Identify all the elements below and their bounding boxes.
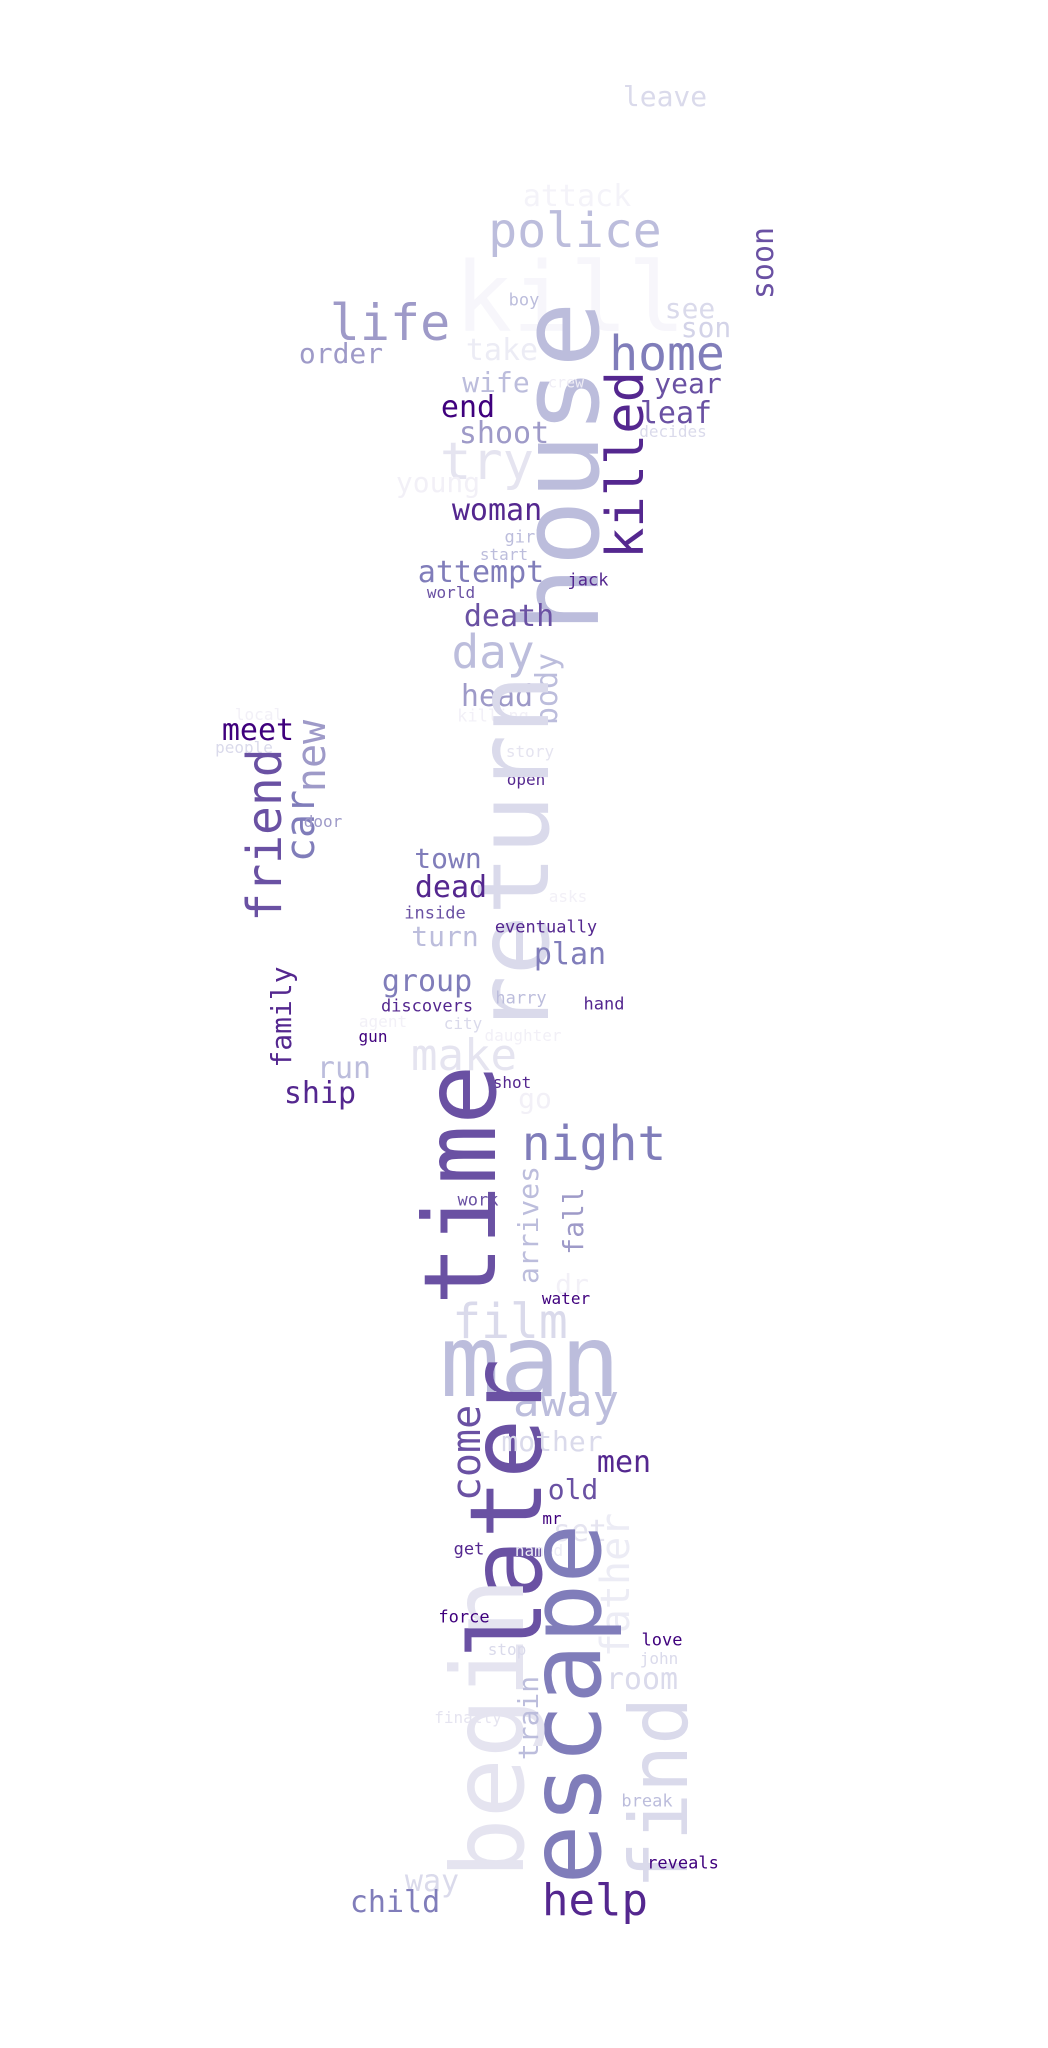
word-run: run bbox=[316, 1051, 372, 1086]
word-dead: dead bbox=[414, 870, 488, 905]
word-train: train bbox=[512, 1675, 545, 1761]
word-family: family bbox=[265, 966, 298, 1068]
word-dr: dr bbox=[555, 1268, 589, 1301]
word-time: time bbox=[402, 1064, 519, 1306]
word-eventually: eventually bbox=[494, 917, 598, 938]
word-life: life bbox=[329, 294, 451, 352]
word-head: head bbox=[460, 679, 534, 714]
word-set: set bbox=[552, 1514, 608, 1549]
word-get: get bbox=[453, 1539, 485, 1560]
word-hand: hand bbox=[583, 994, 625, 1015]
word-attempt: attempt bbox=[417, 555, 545, 590]
word-inside: inside bbox=[404, 903, 466, 924]
word-kill: kill bbox=[454, 242, 686, 354]
word-discovers: discovers bbox=[380, 996, 474, 1017]
word-go: go bbox=[518, 1082, 552, 1115]
word-reveals: reveals bbox=[647, 1853, 719, 1874]
word-decides: decides bbox=[639, 422, 707, 441]
word-arrives: arrives bbox=[512, 1165, 545, 1285]
word-work: work bbox=[457, 1190, 499, 1211]
word-jack: jack bbox=[567, 570, 609, 591]
word-mother: mother bbox=[501, 1425, 603, 1458]
word-shoot: shoot bbox=[458, 416, 550, 451]
word-fall: fall bbox=[557, 1187, 590, 1255]
word-wife: wife bbox=[462, 366, 530, 399]
word-make: make bbox=[411, 1030, 517, 1081]
word-help: help bbox=[542, 1875, 648, 1926]
word-stop: stop bbox=[487, 1640, 527, 1659]
word-soon: soon bbox=[746, 226, 781, 300]
word-open: open bbox=[506, 770, 546, 789]
word-film: film bbox=[452, 1294, 568, 1350]
word-city: city bbox=[443, 1014, 483, 1033]
word-woman: woman bbox=[451, 493, 543, 528]
word-ship: ship bbox=[283, 1076, 357, 1111]
word-plan: plan bbox=[533, 937, 607, 972]
word-daughter: daughter bbox=[484, 1026, 562, 1045]
word-leave: leave bbox=[622, 80, 708, 113]
word-leaf: leaf bbox=[639, 396, 713, 431]
word-killing: killing bbox=[457, 706, 529, 727]
word-killed: killed bbox=[596, 371, 656, 559]
word-turn: turn bbox=[411, 920, 479, 953]
word-water: water bbox=[541, 1289, 591, 1308]
word-harry: harry bbox=[495, 988, 547, 1009]
word-police: police bbox=[488, 203, 662, 259]
word-young: young bbox=[395, 466, 481, 499]
word-john: john bbox=[639, 1649, 679, 1668]
word-old: old bbox=[547, 1473, 599, 1506]
word-gun: gun bbox=[358, 1027, 388, 1046]
word-door: door bbox=[303, 812, 343, 831]
word-night: night bbox=[521, 1116, 667, 1172]
word-take: take bbox=[465, 333, 539, 368]
word-year: year bbox=[654, 367, 722, 400]
word-shot: shot bbox=[492, 1073, 532, 1092]
word-day: day bbox=[451, 625, 535, 679]
word-try: try bbox=[440, 432, 534, 492]
word-home: home bbox=[609, 326, 725, 382]
word-local: local bbox=[234, 705, 284, 724]
word-see: see bbox=[664, 292, 716, 325]
word-attack: attack bbox=[522, 179, 632, 214]
word-agent: agent bbox=[358, 1012, 408, 1031]
word-break: break bbox=[621, 1791, 673, 1812]
word-story: story bbox=[505, 742, 555, 761]
word-man: man bbox=[439, 1303, 621, 1420]
word-crew: crew bbox=[547, 373, 585, 392]
word-meet: meet bbox=[221, 713, 295, 748]
word-force: force bbox=[438, 1607, 490, 1628]
word-town: town bbox=[414, 842, 482, 875]
word-boy: boy bbox=[508, 290, 540, 311]
word-room: room bbox=[605, 1662, 679, 1697]
word-son: son bbox=[680, 311, 732, 344]
word-world: world bbox=[426, 583, 476, 602]
word-end: end bbox=[440, 390, 496, 425]
word-new: new bbox=[289, 719, 335, 793]
word-away: away bbox=[513, 1376, 619, 1427]
word-start: start bbox=[479, 545, 529, 564]
word-asks: asks bbox=[548, 887, 588, 906]
word-child: child bbox=[349, 1885, 441, 1920]
word-order: order bbox=[298, 337, 384, 370]
word-finally: finally bbox=[434, 1708, 502, 1727]
word-people: people bbox=[215, 738, 273, 757]
word-love: love bbox=[641, 1630, 683, 1651]
word-girl: girl bbox=[504, 527, 546, 548]
word-death: death bbox=[463, 599, 555, 634]
word-named: named bbox=[514, 1541, 564, 1560]
word-mr: mr bbox=[542, 1509, 562, 1528]
word-group: group bbox=[381, 964, 473, 999]
word-way: way bbox=[404, 1864, 460, 1899]
word-men: men bbox=[596, 1445, 652, 1480]
